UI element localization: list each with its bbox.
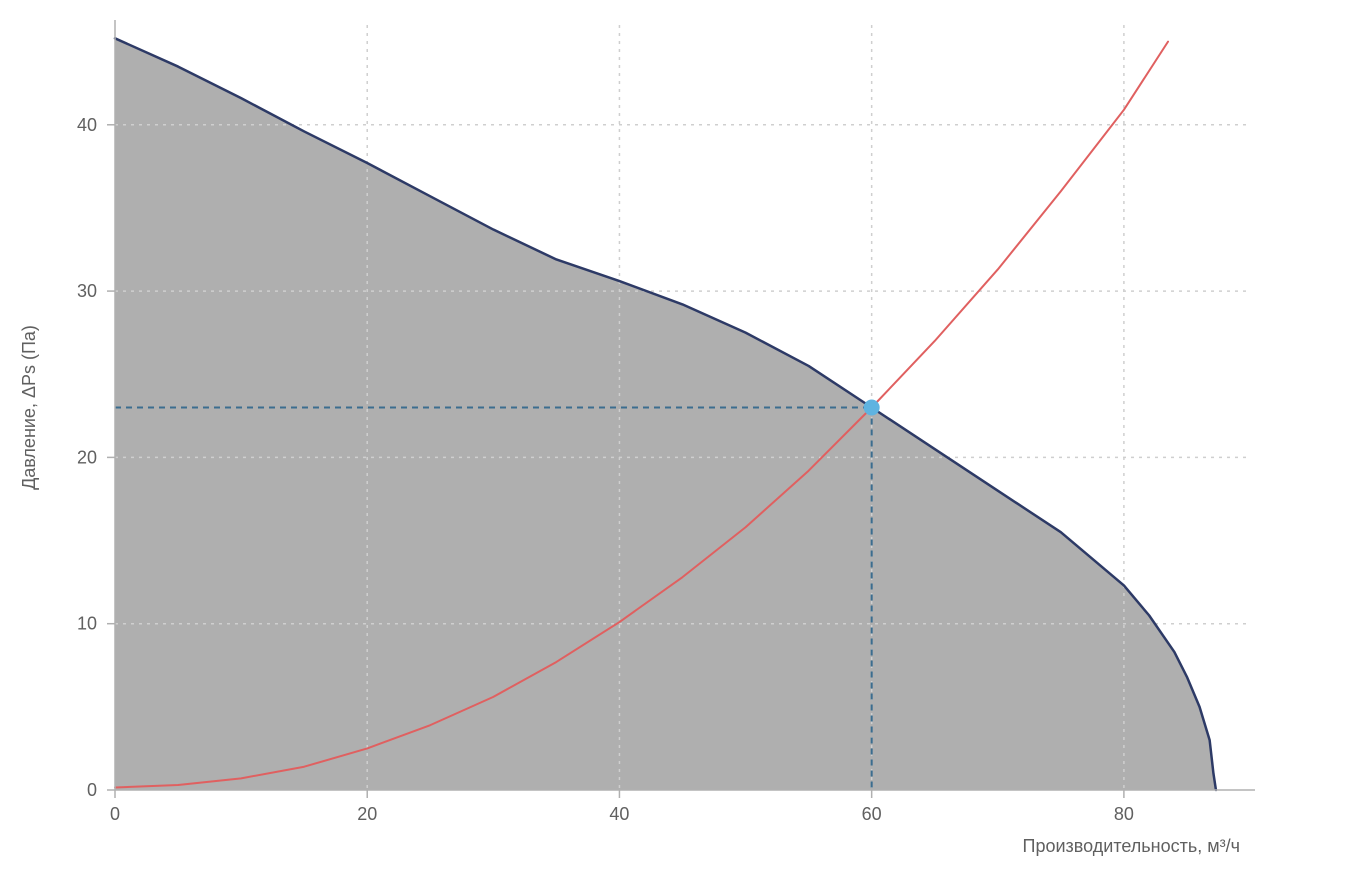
x-tick-label: 80 [1114, 804, 1134, 824]
x-axis-label: Производительность, м³/ч [1023, 836, 1240, 856]
operating-point-marker [864, 400, 880, 416]
y-tick-label: 10 [77, 614, 97, 634]
y-tick-label: 30 [77, 281, 97, 301]
pressure-flow-chart: 0 20 40 60 80 0 10 20 30 40 Давление, ΔPs (Па) Прои… [0, 0, 1365, 876]
x-tick-label: 60 [862, 804, 882, 824]
y-tick-label: 0 [87, 780, 97, 800]
x-tick-label: 0 [110, 804, 120, 824]
chart-container: 0 20 40 60 80 0 10 20 30 40 Давление, ΔPs (Па) Прои… [0, 0, 1365, 876]
y-tick-label: 20 [77, 447, 97, 467]
x-tick-label: 20 [357, 804, 377, 824]
y-tick-label: 40 [77, 115, 97, 135]
y-axis-label: Давление, ΔPs (Па) [19, 325, 39, 490]
x-tick-label: 40 [609, 804, 629, 824]
